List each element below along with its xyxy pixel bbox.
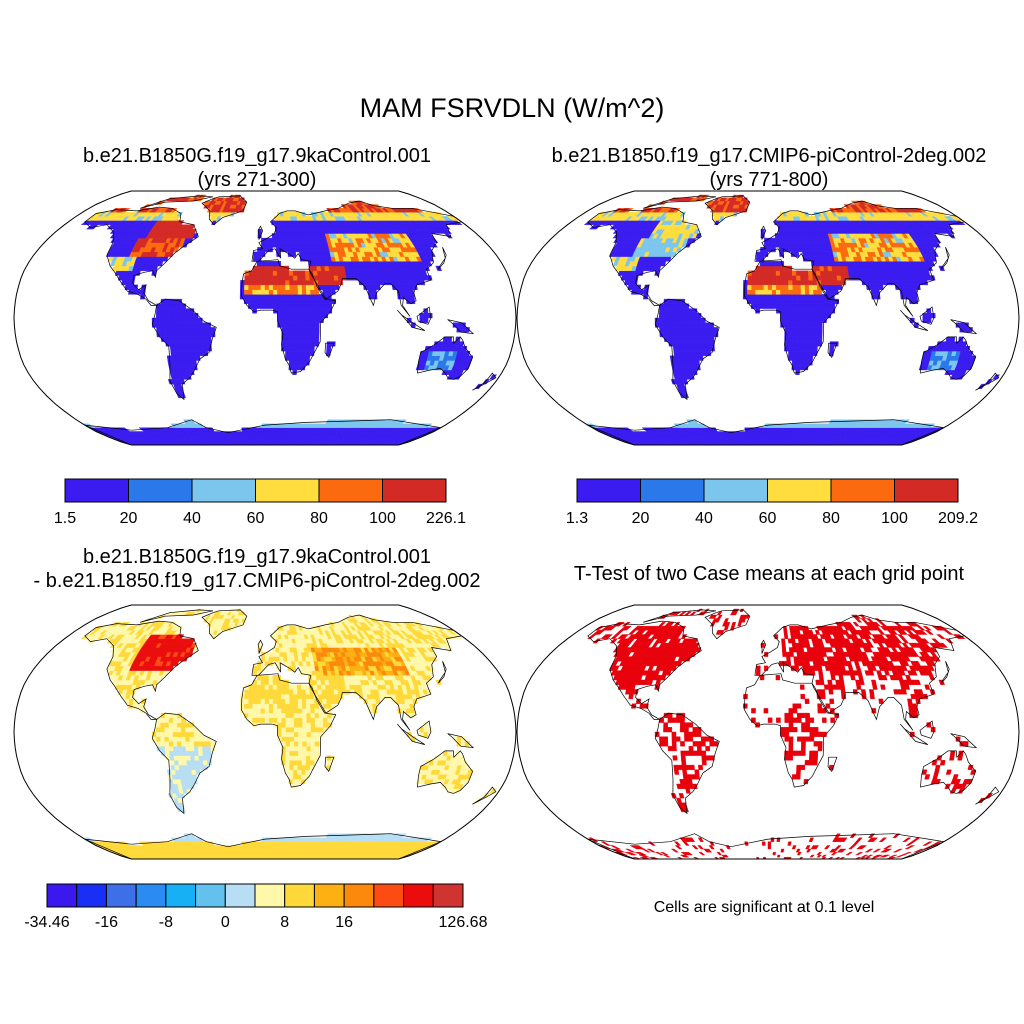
colorbar-swatch <box>105 883 137 908</box>
colorbar-swatch <box>135 883 167 908</box>
colorbar-label: -8 <box>159 914 173 931</box>
colorbar-label: 100 <box>369 510 396 527</box>
colorbar-label: 16 <box>335 914 353 931</box>
colorbar-label: 8 <box>280 914 289 931</box>
coastlines <box>587 609 1000 859</box>
colorbar-label: 226.1 <box>426 510 466 527</box>
colorbar-swatch <box>191 478 256 503</box>
figure-title: MAM FSRVDLN (W/m^2) <box>359 93 665 123</box>
colorbar-case2: 1.3 20 40 60 80 100 209.2 <box>566 478 978 527</box>
map-grid-cells <box>80 608 497 859</box>
colorbar-label: 40 <box>695 510 713 527</box>
coastlines <box>84 195 497 445</box>
colorbar-swatch <box>767 478 832 503</box>
colorbar-swatch <box>284 883 315 908</box>
colorbar-label: 126.68 <box>439 914 488 931</box>
coastlines <box>84 609 497 859</box>
colorbar-swatch <box>165 883 197 908</box>
colorbar-label: 0 <box>221 914 230 931</box>
colorbar-label: 60 <box>759 510 777 527</box>
colorbar-swatch <box>318 478 383 503</box>
colorbar-case1: 1.5 20 40 60 80 100 226.1 <box>54 478 466 527</box>
colorbar-label: 20 <box>120 510 138 527</box>
colorbar-swatch <box>894 478 959 503</box>
map-case1 <box>13 190 517 446</box>
map-border <box>516 190 1020 446</box>
colorbar-swatch <box>128 478 193 503</box>
colorbar-swatch <box>830 478 895 503</box>
colorbar-swatch <box>382 478 447 503</box>
colorbar-swatch <box>343 883 375 908</box>
panel-title-line1: b.e21.B1850.f19_g17.CMIP6-piControl-2deg… <box>551 145 987 167</box>
map-border <box>516 604 1020 860</box>
colorbar-swatch <box>195 883 226 908</box>
panel-title-line2: - b.e21.B1850.f19_g17.CMIP6-piControl-2d… <box>33 570 481 592</box>
panel-title-line2: (yrs 271-300) <box>197 169 317 191</box>
colorbar-label: -16 <box>95 914 118 931</box>
panel-title-difference: b.e21.B1850G.f19_g17.9kaControl.001 - b.… <box>0 545 544 593</box>
colorbar-label: 1.3 <box>566 510 588 527</box>
colorbar-swatch <box>76 883 107 908</box>
colorbar-label: 40 <box>183 510 201 527</box>
map-case2 <box>516 190 1020 446</box>
colorbar-swatch <box>64 478 129 503</box>
panel-title-line1: b.e21.B1850G.f19_g17.9kaControl.001 <box>82 546 432 568</box>
panel-title-case1: b.e21.B1850G.f19_g17.9kaControl.001 (yrs… <box>0 144 514 192</box>
map-ttest <box>516 604 1020 860</box>
panel-title-ttest: T-Test of two Case means at each grid po… <box>514 562 1024 586</box>
colorbar-swatch <box>313 883 345 908</box>
panel-title-line1: b.e21.B1850G.f19_g17.9kaControl.001 <box>82 145 432 167</box>
colorbar-swatch <box>576 478 641 503</box>
colorbar-swatch <box>255 478 320 503</box>
map-grid-cells <box>80 194 497 445</box>
coastlines <box>587 195 1000 445</box>
colorbar-label: 1.5 <box>54 510 76 527</box>
colorbar-swatch <box>640 478 705 503</box>
colorbar-swatch <box>703 478 768 503</box>
colorbar-label: 100 <box>881 510 908 527</box>
panel-title-line2: (yrs 771-800) <box>709 169 829 191</box>
colorbar-swatch <box>254 883 286 908</box>
map-grid-cells <box>587 608 993 859</box>
colorbar-swatch <box>373 883 405 908</box>
map-border <box>13 604 517 860</box>
significance-note: Cells are significant at 0.1 level <box>653 899 875 916</box>
colorbar-label: 80 <box>822 510 840 527</box>
colorbar-label: 209.2 <box>938 510 978 527</box>
colorbar-label: 20 <box>632 510 650 527</box>
map-difference <box>13 604 517 860</box>
colorbar-label: 80 <box>310 510 328 527</box>
panel-title-line1: T-Test of two Case means at each grid po… <box>573 563 965 585</box>
colorbar-swatch <box>432 883 464 908</box>
map-grid-cells <box>583 194 1000 445</box>
panel-title-case2: b.e21.B1850.f19_g17.CMIP6-piControl-2deg… <box>514 144 1024 192</box>
colorbar-label: -34.46 <box>24 914 69 931</box>
colorbar-swatch <box>403 883 434 908</box>
map-border <box>13 190 517 446</box>
colorbar-swatch <box>46 883 78 908</box>
colorbar-swatch <box>224 883 256 908</box>
colorbar-label: 60 <box>247 510 265 527</box>
colorbar-difference: -34.46 -16 -8 0 8 16 126.68 <box>24 883 488 931</box>
